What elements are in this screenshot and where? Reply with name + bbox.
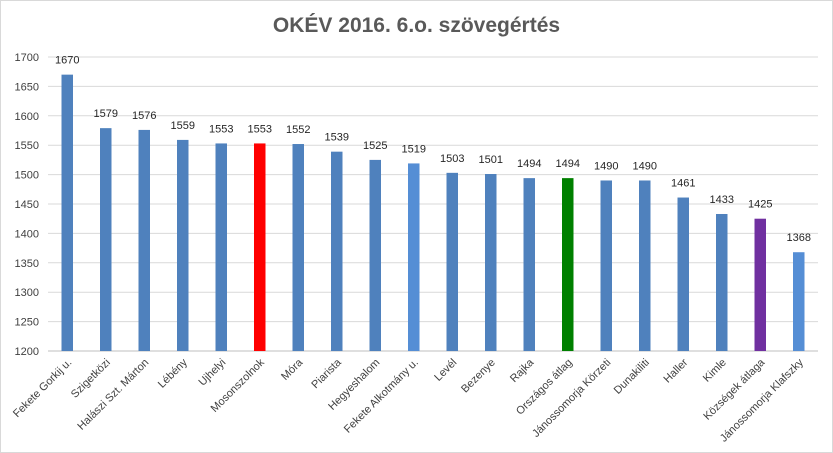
x-tick-label: Móra — [279, 356, 306, 383]
bar — [331, 151, 343, 351]
bar — [523, 178, 535, 351]
data-label: 1539 — [325, 132, 349, 144]
data-label: 1494 — [556, 158, 580, 170]
data-label: 1461 — [671, 178, 695, 190]
data-label: 1490 — [594, 160, 618, 172]
bar — [215, 143, 227, 351]
bar — [639, 180, 651, 351]
y-tick-label: 1600 — [15, 111, 39, 123]
x-tick-label: Levél — [432, 357, 459, 384]
y-tick-label: 1450 — [15, 199, 39, 211]
bar — [600, 180, 612, 351]
data-label: 1490 — [633, 160, 657, 172]
y-tick-label: 1650 — [15, 81, 39, 93]
x-tick-label: Fekete Gorkij u. — [11, 357, 74, 420]
data-label: 1553 — [248, 123, 272, 135]
x-tick-label: Piarista — [309, 356, 344, 391]
x-tick-label: Lébény — [156, 356, 190, 390]
data-label: 1579 — [94, 108, 118, 120]
y-tick-label: 1550 — [15, 140, 39, 152]
bar — [562, 178, 574, 351]
bar — [716, 213, 728, 351]
y-tick-label: 1400 — [15, 228, 39, 240]
bar — [138, 129, 150, 351]
bar — [292, 144, 304, 351]
data-label: 1425 — [748, 199, 772, 211]
y-tick-label: 1350 — [15, 258, 39, 270]
data-label: 1501 — [479, 154, 503, 166]
data-label: 1670 — [55, 55, 79, 67]
bar — [793, 252, 805, 351]
y-axis: 1200 1250 1300 1350 1400 1450 1500 1550 1600 1650… — [15, 52, 818, 358]
bar — [754, 218, 766, 351]
data-label: 1503 — [440, 153, 464, 165]
data-label: 1494 — [517, 158, 541, 170]
y-tick-label: 1700 — [15, 52, 39, 64]
y-tick-label: 1250 — [15, 317, 39, 329]
x-tick-label: Haller — [662, 356, 691, 385]
x-tick-label: Kimle — [701, 357, 729, 385]
x-tick-label: Ujhelyi — [197, 357, 229, 389]
y-tick-label: 1200 — [15, 346, 39, 358]
data-label: 1433 — [710, 194, 734, 206]
bar — [369, 159, 381, 351]
data-label: 1576 — [132, 110, 156, 122]
bar — [177, 139, 189, 351]
x-tick-label: Rajka — [508, 356, 537, 385]
x-tick-label: Fekete Alkotmány u. — [342, 357, 421, 436]
x-tick-label: Jánossomorja Körzeti — [530, 357, 613, 440]
bar — [677, 197, 689, 351]
bar — [100, 128, 112, 351]
y-tick-label: 1500 — [15, 170, 39, 182]
x-tick-label: Halászi Szt. Márton — [75, 357, 151, 433]
x-tick-label: Bezenye — [459, 357, 498, 396]
bar — [408, 163, 420, 351]
data-label: 1525 — [363, 140, 387, 152]
y-tick-label: 1300 — [15, 287, 39, 299]
data-label: 1559 — [171, 120, 195, 132]
data-labels: 1670 1579 1576 1559 1553 1553 1552 1539 1525 1519… — [55, 55, 811, 245]
bar — [446, 172, 458, 351]
gridlines — [48, 56, 818, 352]
bar — [254, 143, 266, 351]
data-label: 1553 — [209, 123, 233, 135]
chart-title: OKÉV 2016. 6.o. szövegértés — [272, 14, 561, 37]
bar — [61, 74, 73, 351]
data-label: 1368 — [787, 232, 811, 244]
x-tick-label: Dunakiliti — [612, 357, 652, 397]
data-label: 1552 — [286, 124, 310, 136]
bars — [61, 74, 805, 351]
data-label: 1519 — [402, 143, 426, 155]
bar — [485, 174, 497, 351]
